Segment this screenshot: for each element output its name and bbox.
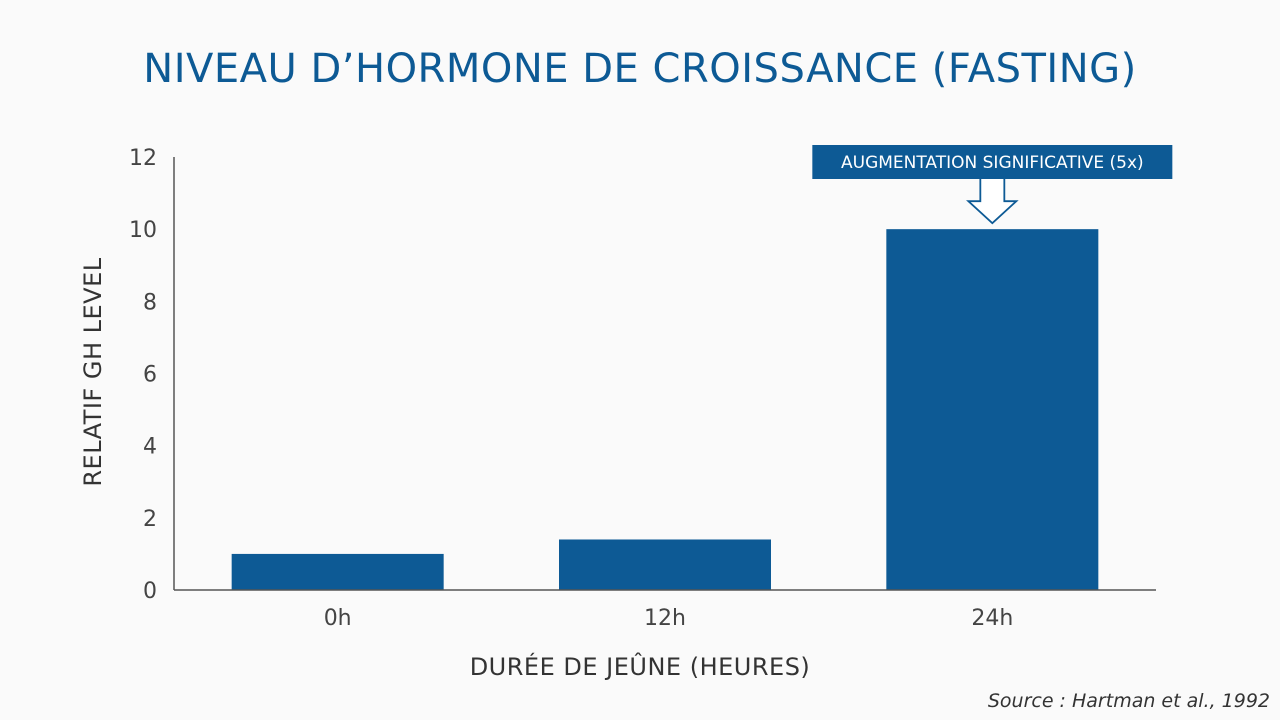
bar [231,553,444,590]
y-tick-label: 10 [129,218,157,243]
annotation-text: AUGMENTATION SIGNIFICATIVE (5x) [841,153,1144,173]
y-tick-label: 4 [143,435,157,460]
source-citation: Source : Hartman et al., 1992 [987,690,1270,712]
x-tick-label: 0h [324,606,352,631]
y-axis-title: RELATIF GH LEVEL [79,257,107,486]
down-arrow-icon [966,179,1019,225]
x-tick-label: 24h [971,606,1013,631]
bar [559,539,771,590]
x-tick-label: 12h [644,606,686,631]
y-tick-label: 6 [143,363,157,388]
y-tick-label: 12 [129,146,157,171]
bars [231,229,1099,590]
y-tick-label: 0 [143,579,157,604]
x-axis-title: DURÉE DE JEÛNE (HEURES) [470,651,811,681]
bar [886,229,1099,590]
y-tick-label: 2 [143,507,157,532]
y-tick-label: 8 [143,290,157,315]
annotation-box [812,145,1173,179]
annotation-callout: AUGMENTATION SIGNIFICATIVE (5x) [812,145,1173,225]
y-axis-ticks: 0 2 4 6 8 10 12 [129,146,157,604]
x-axis-ticks: 0h 12h 24h [324,606,1014,631]
chart-title: NIVEAU D’HORMONE DE CROISSANCE (FASTING) [143,46,1137,92]
